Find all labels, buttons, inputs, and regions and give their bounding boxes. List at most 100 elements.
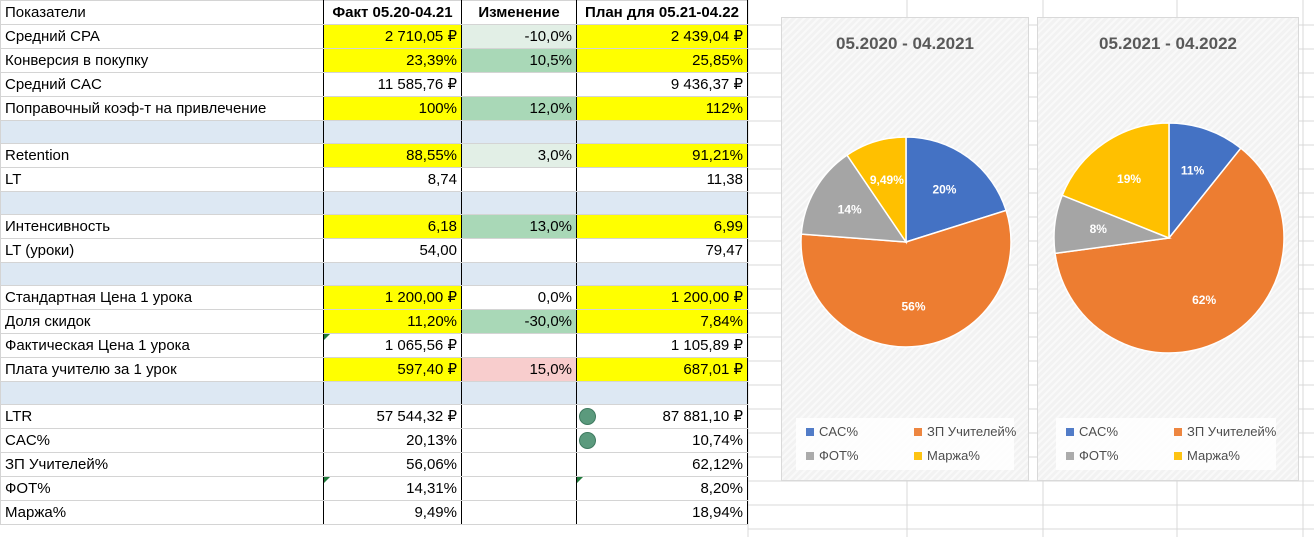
- change-value-cell[interactable]: 12,0%: [461, 96, 577, 121]
- empty-cell[interactable]: [461, 191, 577, 215]
- plan-value-cell[interactable]: 7,84%: [576, 309, 748, 334]
- plan-value-cell[interactable]: 9 436,37 ₽: [576, 72, 748, 97]
- empty-cell[interactable]: [576, 381, 748, 405]
- legend-item[interactable]: Маржа%: [914, 448, 980, 463]
- change-value-cell[interactable]: -10,0%: [461, 24, 577, 49]
- fact-value-cell[interactable]: 1 200,00 ₽: [323, 285, 462, 310]
- empty-cell[interactable]: [576, 191, 748, 215]
- column-header[interactable]: Изменение: [461, 0, 577, 25]
- pie-slice[interactable]: [845, 136, 907, 245]
- fact-value-cell[interactable]: 23,39%: [323, 48, 462, 73]
- change-value-cell[interactable]: [461, 72, 577, 97]
- pie-slice[interactable]: [905, 136, 1008, 244]
- row-label-cell[interactable]: Retention: [0, 143, 324, 168]
- pie-chart-2021[interactable]: 05.2021 - 04.2022 11% 62% 8% 19% CAC% ЗП Учи…: [1037, 17, 1299, 481]
- empty-cell[interactable]: [576, 120, 748, 144]
- plan-value-cell[interactable]: 62,12%: [576, 452, 748, 477]
- row-label-cell[interactable]: Стандартная Цена 1 урока: [0, 285, 324, 310]
- empty-cell[interactable]: [323, 381, 462, 405]
- pie-chart-2020[interactable]: 05.2020 - 04.2021 20% 56% 14% 9,49% CAC% ЗП …: [781, 17, 1029, 481]
- plan-value-cell[interactable]: 6,99: [576, 214, 748, 239]
- legend-item[interactable]: CAC%: [806, 424, 858, 439]
- fact-value-cell[interactable]: 11 585,76 ₽: [323, 72, 462, 97]
- plan-value-cell[interactable]: 2 439,04 ₽: [576, 24, 748, 49]
- empty-cell[interactable]: [461, 381, 577, 405]
- change-value-cell[interactable]: [461, 333, 577, 358]
- row-label-cell[interactable]: ФОТ%: [0, 476, 324, 501]
- row-label-cell[interactable]: Средний CPA: [0, 24, 324, 49]
- fact-value-cell[interactable]: 100%: [323, 96, 462, 121]
- change-value-cell[interactable]: [461, 167, 577, 192]
- plan-value-cell[interactable]: 8,20%: [576, 476, 748, 501]
- fact-value-cell[interactable]: 57 544,32 ₽: [323, 404, 462, 429]
- plan-value-cell[interactable]: 687,01 ₽: [576, 357, 748, 382]
- plan-value-cell[interactable]: 91,21%: [576, 143, 748, 168]
- fact-value-cell[interactable]: 54,00: [323, 238, 462, 263]
- row-label-cell[interactable]: LT: [0, 167, 324, 192]
- row-label-cell[interactable]: CAC%: [0, 428, 324, 453]
- row-label-cell[interactable]: Доля скидок: [0, 309, 324, 334]
- empty-cell[interactable]: [576, 262, 748, 286]
- fact-value-cell[interactable]: 597,40 ₽: [323, 357, 462, 382]
- change-value-cell[interactable]: [461, 238, 577, 263]
- fact-value-cell[interactable]: 6,18: [323, 214, 462, 239]
- change-value-cell[interactable]: 3,0%: [461, 143, 577, 168]
- plan-value-cell[interactable]: 1 105,89 ₽: [576, 333, 748, 358]
- row-label-cell[interactable]: LTR: [0, 404, 324, 429]
- legend-item[interactable]: ЗП Учителей%: [914, 424, 1016, 439]
- pie-slice[interactable]: [1054, 147, 1285, 354]
- change-value-cell[interactable]: 0,0%: [461, 285, 577, 310]
- row-label-cell[interactable]: ЗП Учителей%: [0, 452, 324, 477]
- empty-cell[interactable]: [461, 262, 577, 286]
- fact-value-cell[interactable]: 20,13%: [323, 428, 462, 453]
- row-label-cell[interactable]: LT (уроки): [0, 238, 324, 263]
- empty-cell[interactable]: [461, 120, 577, 144]
- empty-cell[interactable]: [0, 262, 324, 286]
- legend-item[interactable]: ФОТ%: [1066, 448, 1119, 463]
- fact-value-cell[interactable]: 56,06%: [323, 452, 462, 477]
- change-value-cell[interactable]: [461, 500, 577, 525]
- empty-cell[interactable]: [323, 262, 462, 286]
- pie-slice[interactable]: [800, 154, 908, 243]
- change-value-cell[interactable]: [461, 476, 577, 501]
- legend-item[interactable]: CAC%: [1066, 424, 1118, 439]
- plan-value-cell[interactable]: 25,85%: [576, 48, 748, 73]
- empty-cell[interactable]: [323, 191, 462, 215]
- plan-value-cell[interactable]: 79,47: [576, 238, 748, 263]
- fact-value-cell[interactable]: 14,31%: [323, 476, 462, 501]
- legend-item[interactable]: ФОТ%: [806, 448, 859, 463]
- plan-value-cell[interactable]: 11,38: [576, 167, 748, 192]
- plan-value-cell[interactable]: 18,94%: [576, 500, 748, 525]
- change-value-cell[interactable]: 10,5%: [461, 48, 577, 73]
- column-header[interactable]: План для 05.21-04.22: [576, 0, 748, 25]
- legend-item[interactable]: Маржа%: [1174, 448, 1240, 463]
- fact-value-cell[interactable]: 8,74: [323, 167, 462, 192]
- row-label-cell[interactable]: Средний CAC: [0, 72, 324, 97]
- empty-cell[interactable]: [0, 191, 324, 215]
- row-label-cell[interactable]: Поправочный коэф-т на привлечение: [0, 96, 324, 121]
- row-label-cell[interactable]: Интенсивность: [0, 214, 324, 239]
- change-value-cell[interactable]: [461, 428, 577, 453]
- row-label-cell[interactable]: Фактическая Цена 1 урока: [0, 333, 324, 358]
- change-value-cell[interactable]: -30,0%: [461, 309, 577, 334]
- plan-value-cell[interactable]: 112%: [576, 96, 748, 121]
- change-value-cell[interactable]: [461, 404, 577, 429]
- empty-cell[interactable]: [323, 120, 462, 144]
- fact-value-cell[interactable]: 9,49%: [323, 500, 462, 525]
- change-value-cell[interactable]: 15,0%: [461, 357, 577, 382]
- pie-slice[interactable]: [800, 209, 1012, 348]
- row-label-cell[interactable]: Конверсия в покупку: [0, 48, 324, 73]
- change-value-cell[interactable]: [461, 452, 577, 477]
- pie-slice[interactable]: [1061, 122, 1170, 240]
- empty-cell[interactable]: [0, 120, 324, 144]
- fact-value-cell[interactable]: 88,55%: [323, 143, 462, 168]
- plan-value-cell[interactable]: 1 200,00 ₽: [576, 285, 748, 310]
- plan-value-cell[interactable]: 10,74%: [576, 428, 748, 453]
- fact-value-cell[interactable]: 1 065,56 ₽: [323, 333, 462, 358]
- empty-cell[interactable]: [0, 381, 324, 405]
- fact-value-cell[interactable]: 2 710,05 ₽: [323, 24, 462, 49]
- row-label-cell[interactable]: Маржа%: [0, 500, 324, 525]
- fact-value-cell[interactable]: 11,20%: [323, 309, 462, 334]
- pie-slice[interactable]: [1168, 122, 1242, 241]
- column-header[interactable]: Факт 05.20-04.21: [323, 0, 462, 25]
